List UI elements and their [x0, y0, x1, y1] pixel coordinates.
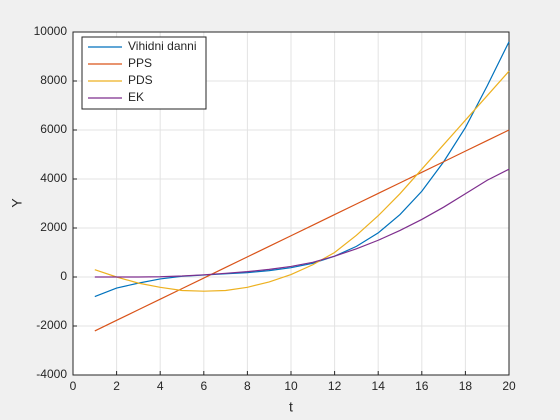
y-tick-label: 2000	[40, 220, 67, 234]
x-tick-label: 6	[200, 379, 207, 393]
series-line	[94, 129, 510, 332]
y-axis-label: Y	[9, 198, 25, 208]
x-tick-label: 4	[157, 379, 164, 393]
axes-box	[72, 31, 510, 376]
y-tick-label: 4000	[40, 171, 67, 185]
y-tick-label: 8000	[40, 73, 67, 87]
x-axis-label: t	[289, 399, 293, 415]
series-line	[94, 70, 510, 292]
legend-label: PDS	[128, 73, 153, 87]
series-line	[94, 41, 510, 298]
y-tick-label: 6000	[40, 122, 67, 136]
x-tick-label: 16	[415, 379, 429, 393]
x-tick-label: 0	[70, 379, 77, 393]
x-tick-label: 14	[372, 379, 386, 393]
x-tick-label: 10	[284, 379, 298, 393]
y-tick-label: 0	[60, 269, 67, 283]
y-tick-label: 10000	[34, 24, 68, 38]
legend-label: EK	[128, 90, 144, 104]
legend-label: Vihidni danni	[128, 39, 197, 53]
x-tick-label: 12	[328, 379, 342, 393]
y-tick-label: -2000	[36, 318, 67, 332]
x-tick-label: 20	[502, 379, 516, 393]
legend-box	[81, 36, 207, 110]
x-tick-label: 8	[244, 379, 251, 393]
x-tick-label: 2	[113, 379, 120, 393]
legend-label: PPS	[128, 56, 152, 70]
series-line	[94, 168, 510, 278]
x-tick-label: 18	[459, 379, 473, 393]
y-tick-label: -4000	[36, 367, 67, 381]
